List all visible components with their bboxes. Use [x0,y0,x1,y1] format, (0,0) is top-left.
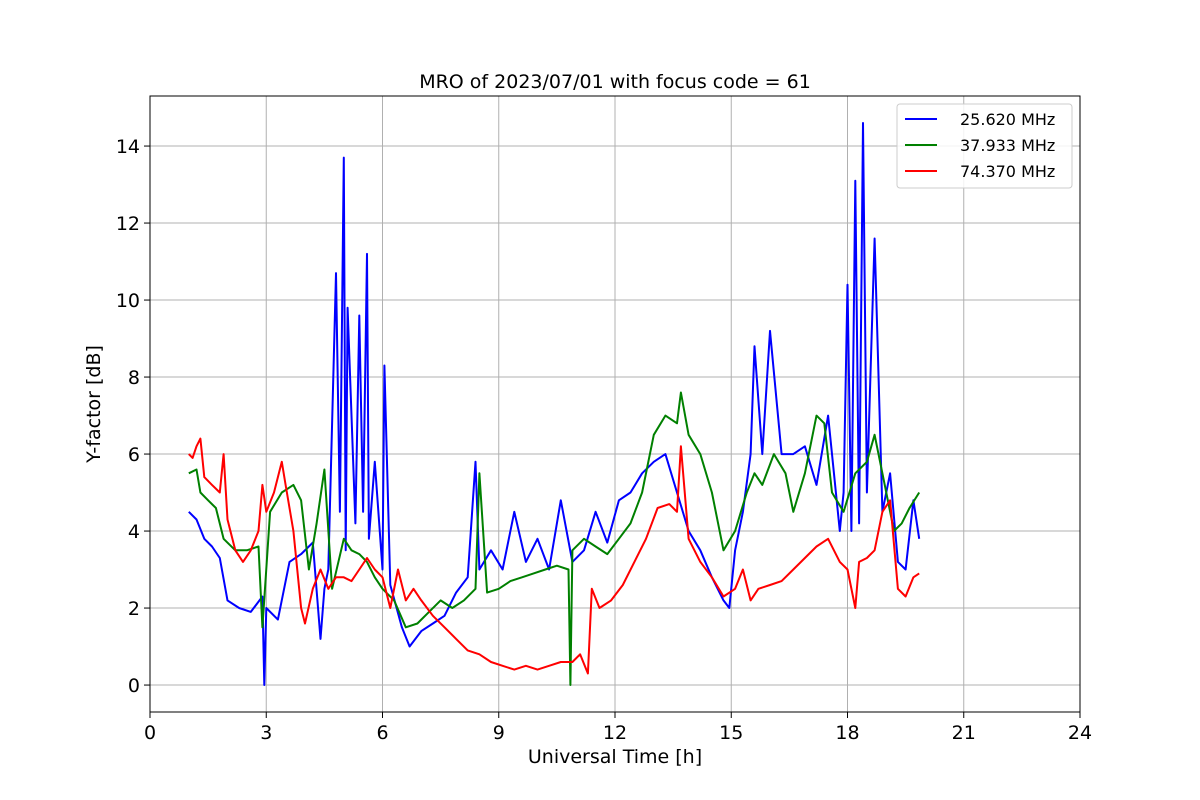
x-tick-label: 18 [835,722,859,744]
x-tick-label: 15 [719,722,743,744]
series-line-1 [188,122,921,686]
series-line-3 [188,437,920,675]
x-tick-label: 9 [493,722,505,744]
x-axis-label: Universal Time [h] [528,746,702,768]
y-tick-label: 10 [116,290,140,312]
x-tick-label: 12 [603,722,627,744]
x-tick-label: 24 [1068,722,1092,744]
y-tick-label: 2 [128,598,140,620]
legend-label-2: 37.933 MHz [960,136,1055,155]
y-tick-label: 8 [128,367,140,389]
y-tick-label: 14 [116,136,140,158]
y-axis-label: Y-factor [dB] [83,345,105,464]
y-tick-label: 12 [116,213,140,235]
series-layer [188,122,921,686]
x-tick-label: 0 [144,722,156,744]
x-tick-label: 21 [952,722,976,744]
legend-box [896,103,1073,189]
y-tick-label: 0 [128,675,140,697]
y-tick-label: 6 [128,444,140,466]
legend-label-1: 25.620 MHz [960,110,1055,129]
y-tick-label: 4 [128,521,140,543]
x-tick-label: 6 [376,722,388,744]
chart-title: MRO of 2023/07/01 with focus code = 61 [419,71,811,93]
series-line-2 [188,391,921,686]
x-tick-label: 3 [260,722,272,744]
legend: 25.620 MHz 37.933 MHz 74.370 MHz [896,103,1073,189]
legend-label-3: 74.370 MHz [960,162,1055,181]
